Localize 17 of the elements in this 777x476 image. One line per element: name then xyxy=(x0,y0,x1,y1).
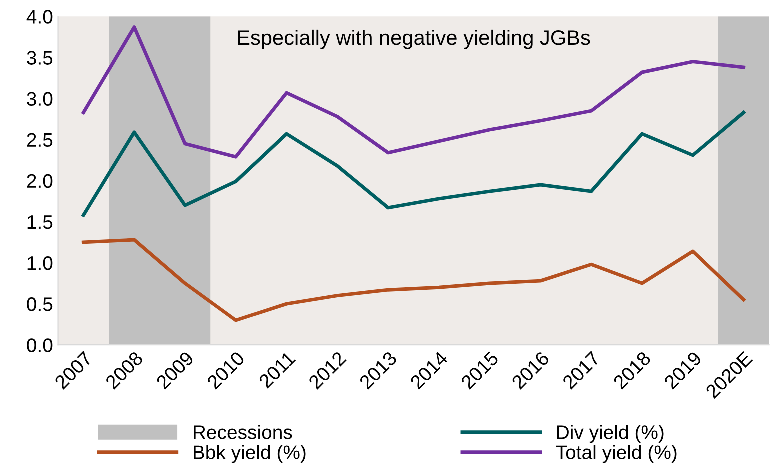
y-tick-label: 1.0 xyxy=(28,256,53,270)
y-tick-label: 3.5 xyxy=(27,51,53,65)
y-tick-label: 2.5 xyxy=(27,133,53,148)
y-tick-label: 0.5 xyxy=(27,298,53,312)
line-series xyxy=(82,110,746,218)
y-tick-label: 1.5 xyxy=(28,216,53,230)
line-series xyxy=(82,26,746,159)
annotation: Especially with negative yielding JGBs xyxy=(238,30,590,50)
legend-label: Total yield (%) xyxy=(556,445,677,464)
y-tick-label: 3.0 xyxy=(27,92,53,106)
legend-label: Bbk yield (%) xyxy=(194,445,306,464)
legend-label: Recessions xyxy=(194,425,292,440)
y-tick-label: 2.0 xyxy=(27,174,53,188)
line-series xyxy=(82,238,746,322)
legend-label: Div yield (%) xyxy=(557,425,664,444)
y-tick-label: 0.0 xyxy=(27,338,53,352)
y-tick-label: 4.0 xyxy=(26,10,53,24)
